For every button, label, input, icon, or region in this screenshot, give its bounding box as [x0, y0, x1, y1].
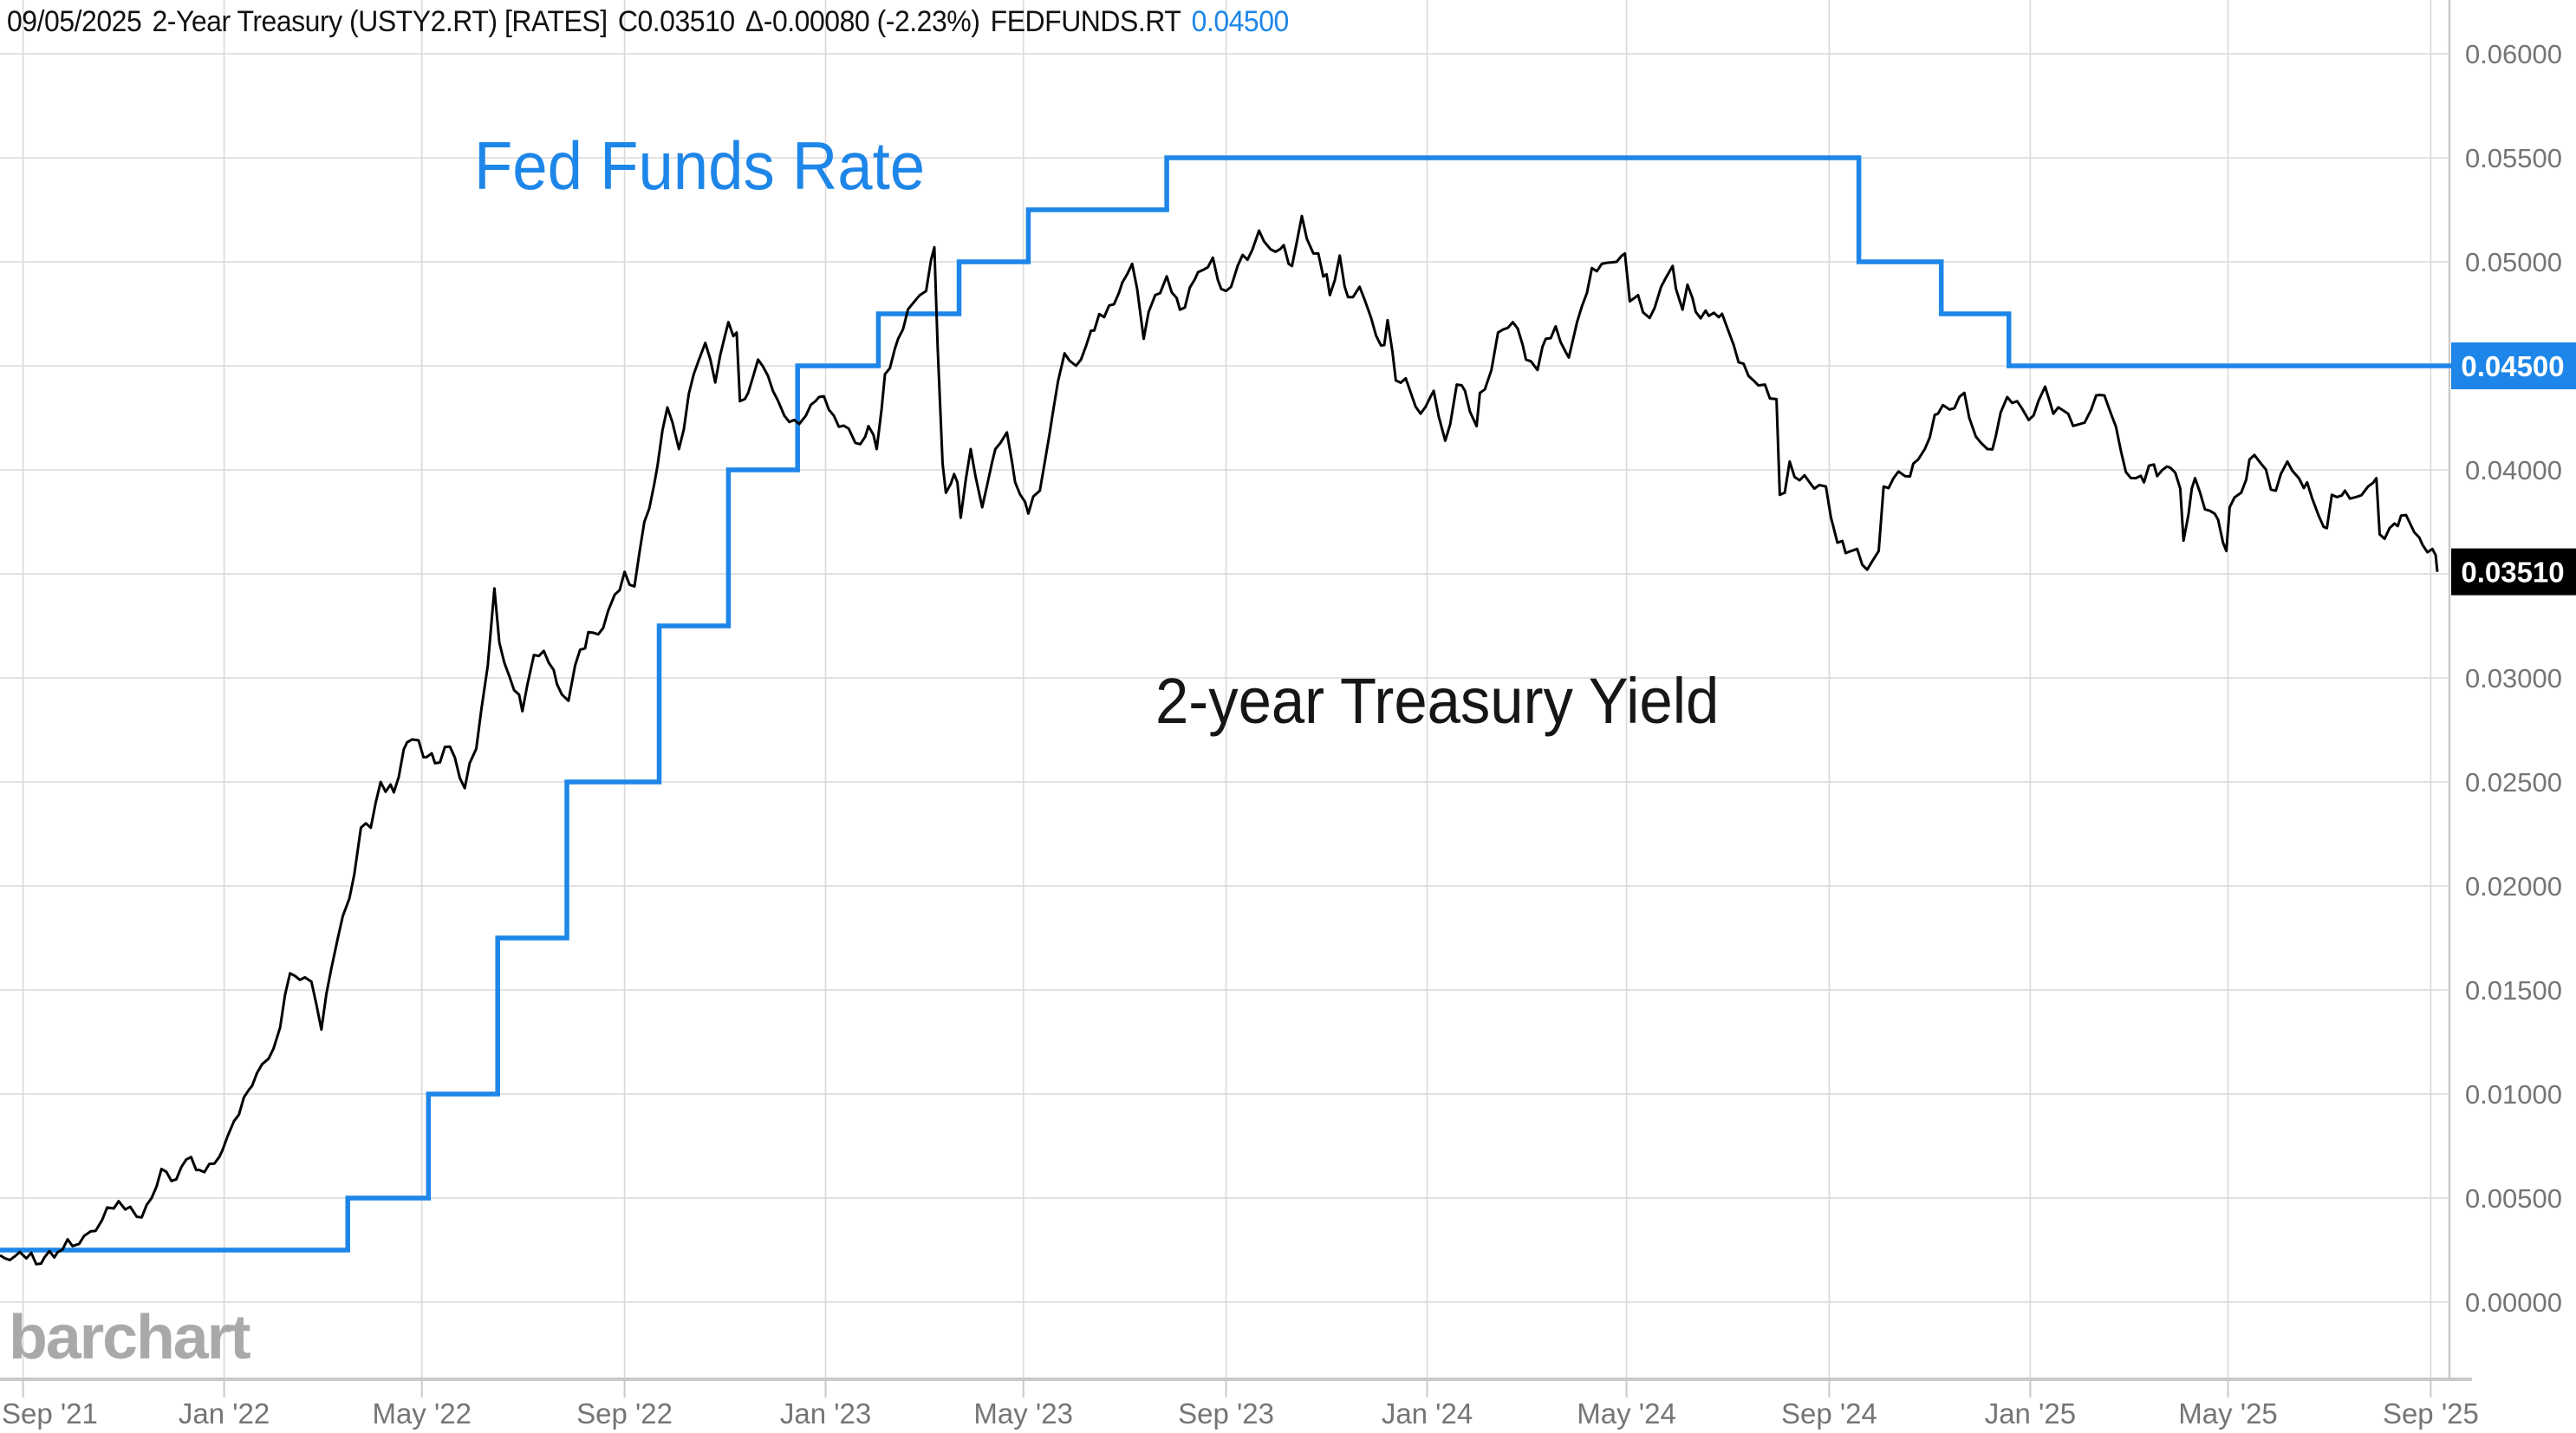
y-tick-label: 0.01500 — [2465, 975, 2562, 1006]
header-date: 09/05/2025 — [7, 5, 142, 38]
treasury-yield-line — [0, 214, 2439, 1266]
y-tick-label: 0.04000 — [2465, 455, 2562, 485]
treasury-series-label: 2-year Treasury Yield — [1155, 665, 1720, 737]
fed-funds-last-badge — [2451, 342, 2576, 389]
x-tick-label: Jan '24 — [1382, 1397, 1473, 1430]
y-tick-label: 0.02000 — [2465, 871, 2562, 902]
header-overlay-symbol: FEDFUNDS.RT — [990, 5, 1181, 38]
x-tick-label: Sep '21 — [2, 1397, 98, 1430]
x-tick-label: Jan '23 — [780, 1397, 871, 1430]
y-tick-label: 0.00000 — [2465, 1287, 2562, 1318]
header-instrument: 2-Year Treasury (USTY2.RT) [RATES] — [152, 5, 608, 38]
header-change: Δ-0.00080 (-2.23%) — [745, 5, 980, 38]
y-tick-label: 0.05500 — [2465, 143, 2562, 173]
x-tick-label: May '23 — [973, 1397, 1073, 1430]
x-tick-label: May '24 — [1577, 1397, 1676, 1430]
y-tick-label: 0.01000 — [2465, 1079, 2562, 1110]
fed-funds-last-badge-label: 0.04500 — [2461, 350, 2564, 382]
chart-header: 09/05/2025 2-Year Treasury (USTY2.RT) [RA… — [7, 5, 1299, 39]
x-tick-label: Sep '22 — [576, 1397, 673, 1430]
y-tick-label: 0.00500 — [2465, 1183, 2562, 1214]
x-tick-label: Sep '23 — [1178, 1397, 1274, 1430]
x-tick-label: May '25 — [2178, 1397, 2278, 1430]
fed-funds-line — [0, 155, 2451, 1253]
y-tick-label: 0.02500 — [2465, 767, 2562, 798]
x-tick-label: May '22 — [372, 1397, 472, 1430]
header-close: C0.03510 — [617, 5, 735, 38]
x-tick-label: Sep '25 — [2383, 1397, 2479, 1430]
header-overlay-value: 0.04500 — [1191, 5, 1290, 38]
treasury-last-badge-label: 0.03510 — [2461, 557, 2564, 589]
x-tick-label: Jan '25 — [1985, 1397, 2076, 1430]
x-tick-label: Jan '22 — [179, 1397, 270, 1430]
y-tick-label: 0.06000 — [2465, 39, 2562, 69]
y-tick-label: 0.05000 — [2465, 247, 2562, 277]
x-tick-label: Sep '24 — [1781, 1397, 1877, 1430]
treasury-last-badge — [2451, 548, 2576, 596]
fed-funds-series-label: Fed Funds Rate — [474, 127, 926, 204]
y-tick-label: 0.03000 — [2465, 663, 2562, 694]
barchart-logo: barchart — [9, 1303, 251, 1372]
